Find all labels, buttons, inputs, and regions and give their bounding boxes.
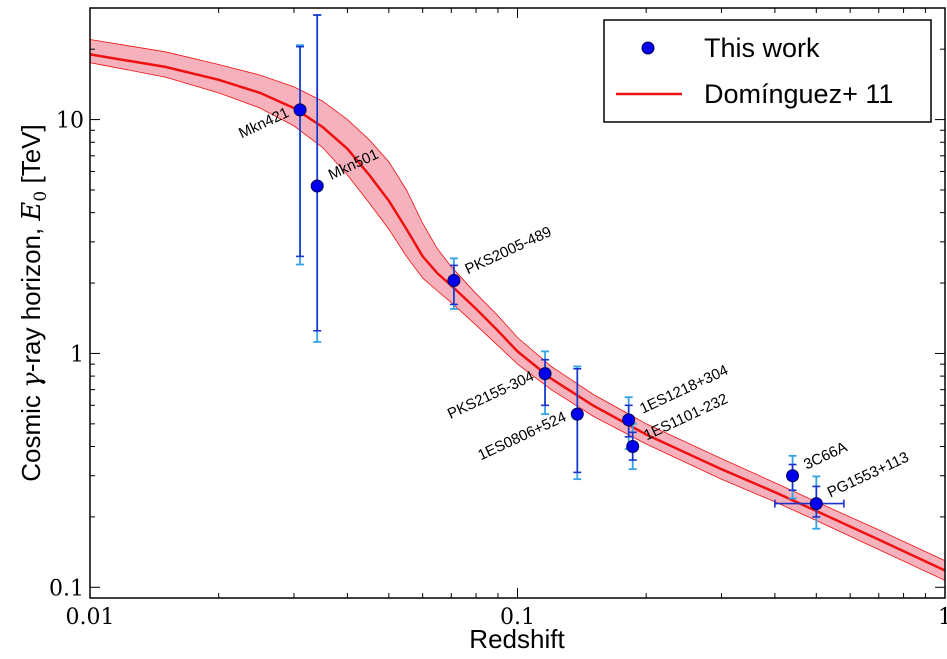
data-markers [293, 103, 823, 511]
model-uncertainty-band [90, 39, 945, 581]
model-curve-line [90, 53, 945, 572]
marker-pks2005-489 [447, 274, 461, 288]
label-3c66a: 3C66A [801, 439, 850, 474]
marker-1es0806-524 [570, 407, 584, 421]
marker-mkn421 [293, 103, 307, 117]
label-1es0806-524: 1ES0806+524 [475, 408, 569, 464]
axis-ticks [89, 7, 946, 599]
legend-label-dominguez: Domínguez+ 11 [704, 79, 893, 109]
x-axis-title: Redshift [469, 624, 565, 654]
x-tick-label: 1 [938, 605, 947, 630]
marker-1es1218-304 [622, 413, 636, 427]
source-labels: Mkn421Mkn501PKS2005-489PKS2155-3041ES080… [236, 104, 911, 501]
y-tick-label: 1 [70, 342, 84, 367]
marker-pg1553-113 [809, 497, 823, 511]
error-bar-mkn421 [296, 44, 305, 266]
marker-1es1101-232 [626, 440, 640, 454]
marker-3c66a [786, 469, 800, 483]
y-tick-label: 10 [56, 109, 84, 134]
x-tick-label: 0.1 [500, 605, 535, 630]
label-pks2155-304: PKS2155-304 [445, 368, 537, 423]
legend-box [603, 19, 932, 123]
x-tick-label: 0.01 [66, 605, 115, 630]
label-pks2005-489: PKS2005-489 [462, 223, 554, 278]
legend-marker-swatch [641, 41, 655, 55]
legend-label-this-work: This work [704, 33, 820, 63]
error-bar-mkn501 [313, 14, 322, 343]
marker-pks2155-304 [538, 367, 552, 381]
legend: This work Domínguez+ 11 [603, 19, 932, 123]
y-tick-label: 0.1 [49, 576, 84, 601]
axis-tick-labels: 0.01 0.1 1 0.1 1 10 [49, 109, 947, 630]
y-axis-title: Cosmic γ-ray horizon, E0 [TeV] [16, 124, 51, 481]
model-band-edge [90, 39, 945, 581]
marker-mkn501 [310, 179, 324, 193]
